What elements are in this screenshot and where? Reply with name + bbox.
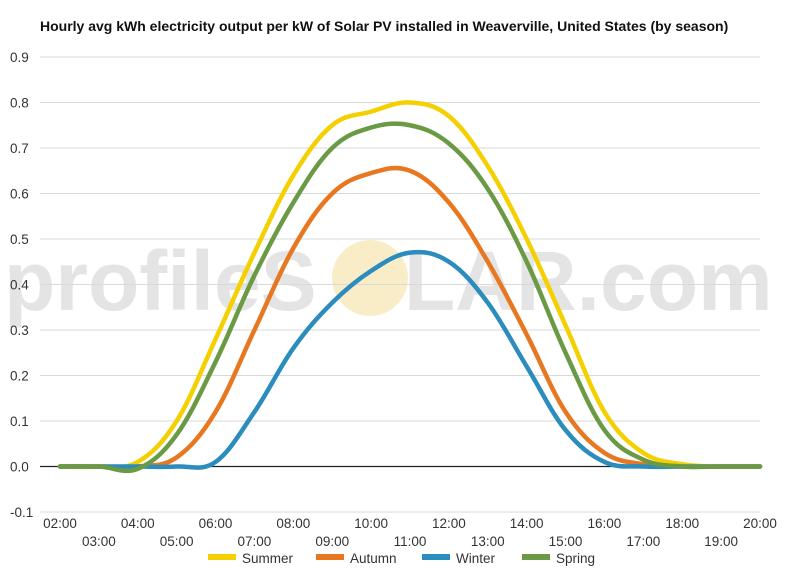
legend-swatch-winter (422, 554, 450, 560)
legend-label-spring: Spring (556, 551, 595, 566)
legend-swatch-spring (522, 554, 550, 560)
legend: Summer Autumn Winter Spring (208, 551, 595, 566)
legend-swatch-summer (208, 554, 236, 560)
y-tick-label: 0.6 (10, 187, 29, 202)
series-line-winter (57, 249, 763, 470)
x-tick-label: 02:00 (43, 516, 77, 531)
x-tick-label: 17:00 (626, 534, 660, 549)
y-tick-label: 0.0 (10, 460, 29, 475)
chart-title: Hourly avg kWh electricity output per kW… (40, 18, 729, 34)
y-tick-label: 0.1 (10, 414, 29, 429)
y-axis-ticks: 0.9 0.8 0.7 0.6 0.5 0.4 0.3 0.2 0.1 0.0 -0.1 (10, 50, 33, 520)
legend-label-autumn: Autumn (350, 551, 397, 566)
y-tick-label: 0.7 (10, 141, 29, 156)
y-tick-label: 0.8 (10, 96, 29, 111)
y-tick-label: 0.9 (10, 50, 29, 65)
series-line-spring (57, 121, 763, 474)
x-axis-ticks: 02:00 03:00 04:00 05:00 06:00 07:00 08:00 09:00… (43, 516, 777, 549)
x-tick-label: 13:00 (471, 534, 505, 549)
x-tick-label: 04:00 (121, 516, 155, 531)
x-tick-label: 18:00 (665, 516, 699, 531)
x-tick-label: 14:00 (510, 516, 544, 531)
watermark-sun-icon (332, 240, 408, 316)
x-tick-label: 10:00 (354, 516, 388, 531)
x-tick-label: 20:00 (743, 516, 777, 531)
y-tick-label: 0.4 (10, 278, 29, 293)
x-tick-label: 06:00 (199, 516, 233, 531)
x-tick-label: 07:00 (238, 534, 272, 549)
legend-label-winter: Winter (456, 551, 496, 566)
x-tick-label: 08:00 (276, 516, 310, 531)
series-lines (57, 100, 763, 474)
series-line-autumn (57, 165, 763, 470)
legend-label-summer: Summer (242, 551, 294, 566)
x-tick-label: 16:00 (588, 516, 622, 531)
legend-swatch-autumn (316, 554, 344, 560)
y-tick-label: 0.2 (10, 369, 29, 384)
y-tick-label: -0.1 (10, 505, 33, 520)
x-tick-label: 11:00 (394, 534, 427, 549)
x-tick-label: 03:00 (82, 534, 116, 549)
x-tick-label: 05:00 (160, 534, 194, 549)
y-tick-label: 0.3 (10, 323, 29, 338)
x-tick-label: 09:00 (315, 534, 349, 549)
watermark: profileS LAR.com (4, 234, 773, 328)
x-tick-label: 19:00 (704, 534, 738, 549)
y-tick-label: 0.5 (10, 232, 29, 247)
series-line-summer (57, 100, 763, 470)
watermark-text-right: LAR.com (404, 234, 773, 328)
x-tick-label: 12:00 (432, 516, 466, 531)
x-tick-label: 15:00 (549, 534, 583, 549)
